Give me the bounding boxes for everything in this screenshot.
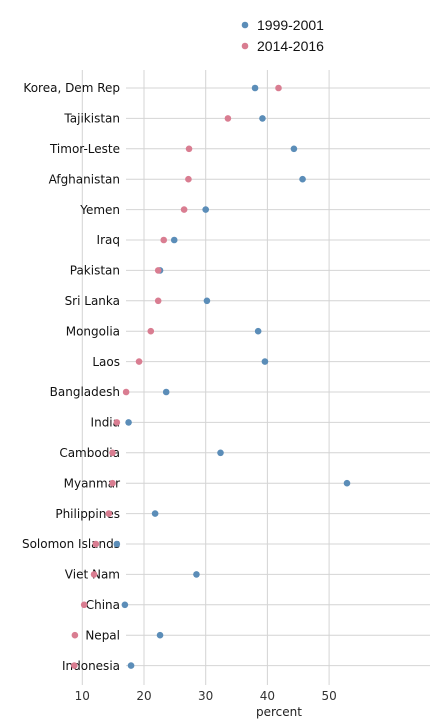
category-label: Afghanistan bbox=[49, 172, 120, 186]
point-2014-2016 bbox=[109, 449, 116, 457]
category-label: Nepal bbox=[85, 628, 120, 642]
legend-marker-1999-2001 bbox=[241, 21, 249, 29]
category-label: Indonesia bbox=[62, 659, 120, 673]
category-label: Laos bbox=[92, 355, 120, 369]
point-2014-2016 bbox=[185, 175, 192, 183]
point-2014-2016 bbox=[70, 662, 78, 669]
x-tick-label-50: 50 bbox=[321, 689, 336, 703]
point-1999-2001 bbox=[162, 388, 170, 396]
point-1999-2001 bbox=[151, 510, 159, 517]
point-1999-2001 bbox=[290, 145, 298, 153]
point-2014-2016 bbox=[109, 479, 116, 487]
legend: 1999-2001 2014-2016 bbox=[241, 17, 324, 54]
point-2014-2016 bbox=[122, 388, 130, 396]
category-label: China bbox=[86, 598, 120, 612]
x-tick-label-30: 30 bbox=[198, 689, 213, 703]
point-1999-2001 bbox=[156, 631, 164, 639]
point-1999-2001 bbox=[251, 84, 259, 92]
point-2014-2016 bbox=[135, 358, 143, 365]
point-2014-2016 bbox=[180, 206, 188, 213]
point-1999-2001 bbox=[121, 601, 129, 609]
point-layer bbox=[70, 84, 351, 669]
category-label: Sri Lanka bbox=[65, 294, 120, 308]
point-2014-2016 bbox=[147, 327, 155, 335]
point-2014-2016 bbox=[71, 631, 79, 639]
point-1999-2001 bbox=[203, 297, 211, 305]
point-1999-2001 bbox=[261, 358, 269, 365]
point-1999-2001 bbox=[202, 206, 209, 213]
x-tick-label-10: 10 bbox=[75, 689, 90, 703]
point-2014-2016 bbox=[160, 236, 168, 244]
point-2014-2016 bbox=[154, 267, 162, 274]
category-label: Cambodia bbox=[59, 446, 120, 460]
grid-layer bbox=[81, 70, 430, 685]
point-1999-2001 bbox=[259, 115, 266, 122]
point-2014-2016 bbox=[275, 84, 282, 92]
x-axis-title: percent bbox=[256, 705, 302, 719]
category-label: Yemen bbox=[79, 203, 120, 217]
category-label: Pakistan bbox=[70, 264, 120, 278]
point-1999-2001 bbox=[217, 449, 224, 457]
category-label: Tajikistan bbox=[63, 112, 120, 126]
point-1999-2001 bbox=[254, 327, 262, 335]
point-2014-2016 bbox=[90, 571, 98, 578]
category-label: Bangladesh bbox=[50, 385, 120, 399]
point-2014-2016 bbox=[154, 297, 162, 305]
point-1999-2001 bbox=[343, 479, 351, 487]
point-2014-2016 bbox=[105, 510, 113, 517]
point-2014-2016 bbox=[92, 540, 100, 548]
category-label: Korea, Dem Rep bbox=[23, 81, 120, 95]
category-label: Mongolia bbox=[66, 324, 120, 338]
x-tick-label-40: 40 bbox=[260, 689, 275, 703]
category-label: Timor-Leste bbox=[49, 142, 120, 156]
point-2014-2016 bbox=[80, 601, 88, 609]
point-1999-2001 bbox=[113, 540, 121, 548]
x-tick-label-20: 20 bbox=[136, 689, 151, 703]
legend-marker-2014-2016 bbox=[241, 42, 249, 50]
legend-label-1999-2001: 1999-2001 bbox=[257, 17, 324, 33]
category-label: Iraq bbox=[97, 233, 120, 247]
category-label: Philippines bbox=[55, 507, 120, 521]
point-2014-2016 bbox=[185, 145, 193, 153]
point-2014-2016 bbox=[113, 419, 121, 426]
category-label: Myanmar bbox=[64, 476, 120, 490]
category-label: India bbox=[91, 416, 120, 430]
point-1999-2001 bbox=[299, 175, 306, 183]
point-2014-2016 bbox=[224, 115, 232, 122]
point-1999-2001 bbox=[125, 419, 132, 426]
point-1999-2001 bbox=[193, 571, 200, 578]
legend-label-2014-2016: 2014-2016 bbox=[257, 38, 324, 54]
point-1999-2001 bbox=[127, 662, 135, 669]
point-1999-2001 bbox=[170, 236, 178, 244]
category-label: Solomon Islands bbox=[22, 537, 120, 551]
